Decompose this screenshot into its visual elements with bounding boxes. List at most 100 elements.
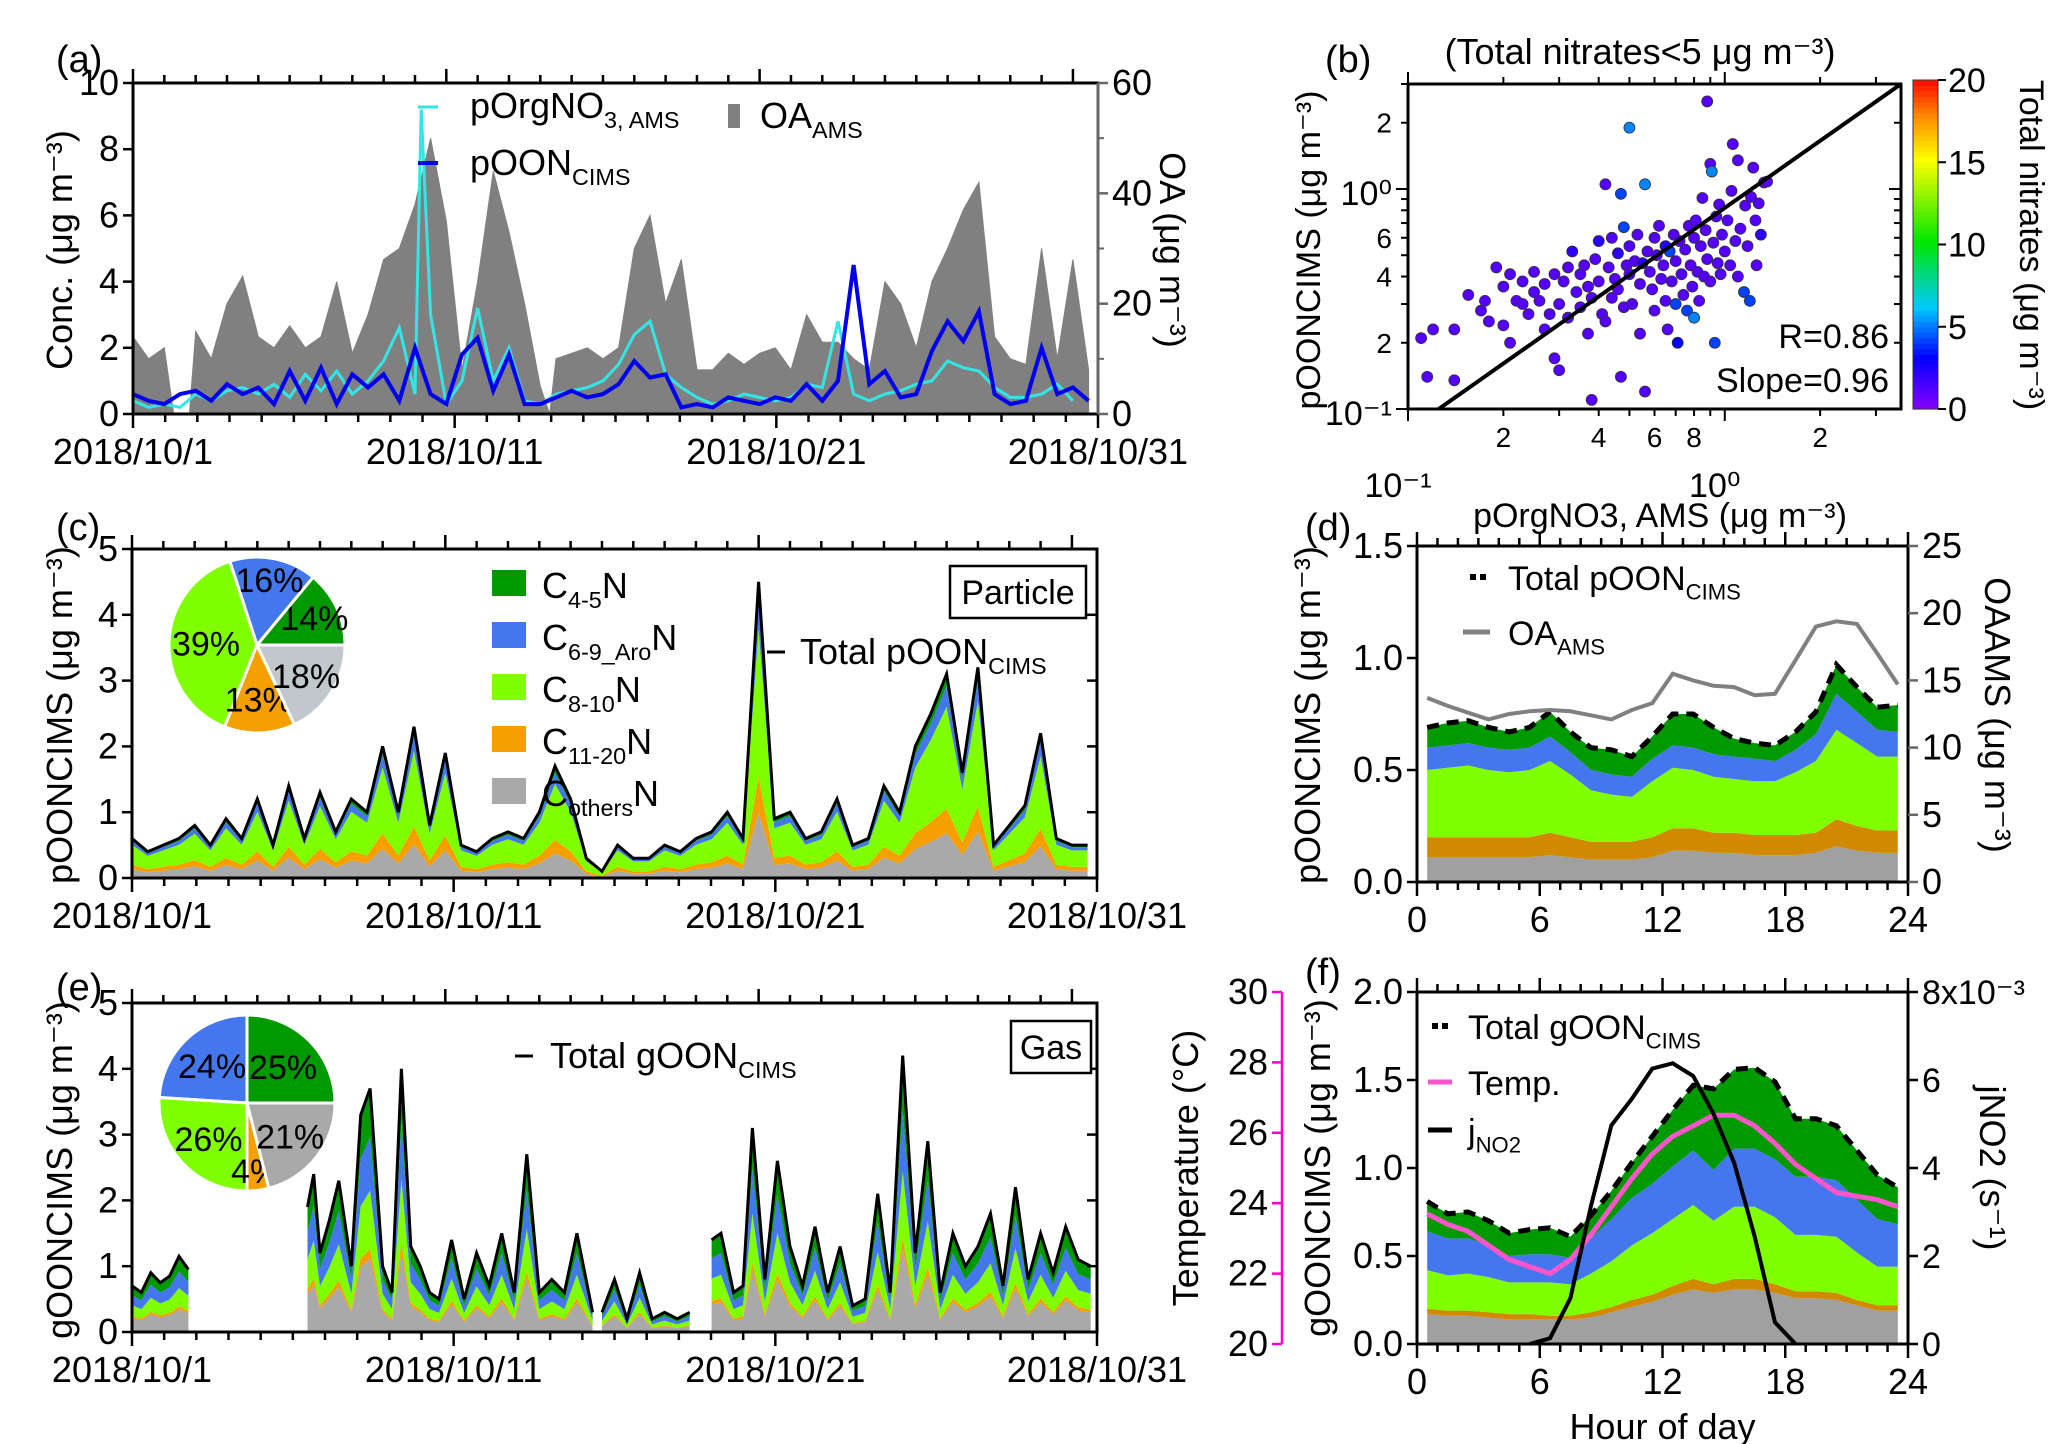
legend-swatch-CothersN (492, 778, 526, 804)
y2-tick-label: 20 (1112, 283, 1152, 324)
x-tick-label: 2018/10/31 (1007, 895, 1187, 936)
panel-a: (a) 2018/10/1 2018/10/11 2018/10/21 2018/10… (39, 39, 1193, 472)
scatter-point (1516, 275, 1529, 288)
gas-seg1-total-line (306, 1068, 595, 1313)
diurnal-area-C8-10N (1427, 729, 1898, 842)
scatter-point (1731, 270, 1744, 283)
slope-annotation: Slope=0.96 (1716, 362, 1889, 400)
x-tick-label: 24 (1888, 1361, 1928, 1402)
colorbar-cell (1913, 189, 1938, 196)
y2-tick-label: 2 (1922, 1238, 1941, 1276)
y2-tick-label: 8x10⁻³ (1922, 974, 2025, 1012)
scatter-point (1752, 197, 1765, 210)
colorbar-cell (1913, 233, 1938, 240)
scatter-point (1557, 275, 1570, 288)
y-axis-label: Conc. (μg m⁻³) (39, 130, 80, 370)
particle-area-C11-20N (132, 777, 1088, 877)
y-tick-label: 8 (99, 128, 119, 169)
colorbar-tick-label: 5 (1948, 309, 1967, 347)
y-tick-label: 3 (98, 660, 118, 701)
scatter-point (1427, 323, 1439, 336)
x-axis-label: Hour of day (1569, 1406, 1755, 1444)
scatter-point (1617, 221, 1630, 234)
scatter-point (1585, 393, 1598, 406)
temperature-tick-label: 30 (1228, 971, 1268, 1012)
y2-tick-label: 5 (1922, 794, 1942, 835)
porgno3-ams-line (132, 109, 1074, 410)
colorbar-cell (1913, 118, 1938, 125)
y-tick-label: 0 (98, 1311, 118, 1352)
scatter-point (1643, 265, 1656, 278)
scatter-point (1626, 298, 1639, 310)
colorbar-cell (1913, 217, 1938, 224)
scatter-point (1602, 261, 1615, 274)
scatter-point (1592, 275, 1605, 288)
x-minor-label: 2 (1812, 422, 1828, 453)
colorbar-cell (1913, 129, 1938, 136)
legend-label-C6-9_AroN: C6-9_AroN (542, 617, 677, 665)
y-minor-label: 2 (1376, 328, 1392, 359)
scatter-point (1738, 286, 1750, 298)
y-tick-label: 1.0 (1353, 637, 1403, 678)
colorbar-label: Total nitrates (μg m⁻³) (2012, 80, 2050, 410)
particle-area-CothersN (132, 812, 1088, 878)
scatter-point (1533, 294, 1546, 307)
y2-axis-label: OA (μg m⁻³) (1152, 152, 1193, 348)
legend-label-C8-10N: C8-10N (542, 669, 641, 717)
colorbar-cell (1913, 271, 1938, 278)
scatter-point (1693, 294, 1706, 307)
pie-slice (157, 1095, 249, 1193)
panel-c: (c) 2018/10/1 2018/10/11 2018/10/21 2018/10… (39, 507, 1187, 936)
particle-area-C6-9_AroN (132, 599, 1088, 873)
panel-a-axes: 2018/10/1 2018/10/11 2018/10/21 2018/10/310… (39, 62, 1193, 472)
scatter-point (1631, 228, 1644, 241)
x-axis-label: pOrgNO3, AMS (μg m⁻³) (1473, 497, 1847, 535)
legend-swatch-C11-20N (492, 726, 526, 752)
scatter-point (1655, 273, 1668, 285)
colorbar-cell (1913, 260, 1938, 268)
colorbar-cell (1913, 392, 1938, 399)
scatter-point (1741, 240, 1754, 253)
scatter-point (1699, 224, 1712, 237)
colorbar-cell (1913, 288, 1938, 295)
colorbar-cell (1913, 222, 1938, 229)
pie-slice (254, 643, 347, 727)
panel-a-legend: pOrgNO3, AMS pOONCIMS OAAMS (418, 85, 863, 190)
diurnal-area-C4-5N (1427, 1067, 1898, 1258)
y-tick-label: 3 (98, 1114, 118, 1155)
scatter-point (1497, 319, 1510, 332)
y-tick-label: 2.0 (1353, 971, 1403, 1012)
colorbar-cell (1913, 376, 1938, 383)
scatter-point (1605, 231, 1618, 244)
scatter-point (1615, 370, 1627, 383)
scatter-point (1623, 121, 1636, 134)
diurnal-area-C6-9_AroN (1427, 1148, 1898, 1285)
y-tick-label: 0.5 (1353, 1235, 1403, 1276)
panel-f-label: (f) (1305, 952, 1341, 994)
y-axis-label: pOONCIMS (μg m⁻³) (1290, 91, 1328, 410)
pie-label: 14% (280, 600, 348, 638)
scatter-point (1582, 280, 1594, 293)
scatter-point (1708, 336, 1721, 349)
scatter-point (1566, 245, 1579, 258)
x-tick-label: 24 (1888, 899, 1928, 940)
panel-d-axes: 0 6 12 18 24 0.0 0.5 1.0 1.5 0 5 10 15 20 25 pOONCIMS (… (1287, 525, 2018, 940)
panel-c-legend: 14%16%39%13%18%C4-5NC6-9_AroNC8-10NC11-2… (167, 555, 1088, 821)
colorbar-cell (1913, 101, 1938, 109)
scatter-point (1490, 261, 1503, 274)
scatter-point (1718, 245, 1731, 258)
particle-box-label: Particle (961, 574, 1074, 612)
legend-swatch-C8-10N (492, 674, 526, 700)
colorbar-cell (1913, 381, 1938, 388)
panel-b-title: (Total nitrates<5 μg m⁻³) (1445, 31, 1836, 72)
scatter-point (1726, 138, 1739, 150)
gas-seg3-area-CothersN (711, 1249, 1091, 1332)
colorbar-tick-label: 15 (1948, 144, 1986, 182)
colorbar-cell (1913, 244, 1938, 251)
x-minor-label: 6 (1647, 422, 1663, 453)
scatter-point (1448, 323, 1461, 336)
scatter-point (1582, 327, 1594, 340)
y-minor-label: 4 (1376, 262, 1392, 293)
colorbar-cell (1913, 304, 1938, 311)
colorbar-cell (1913, 145, 1938, 152)
